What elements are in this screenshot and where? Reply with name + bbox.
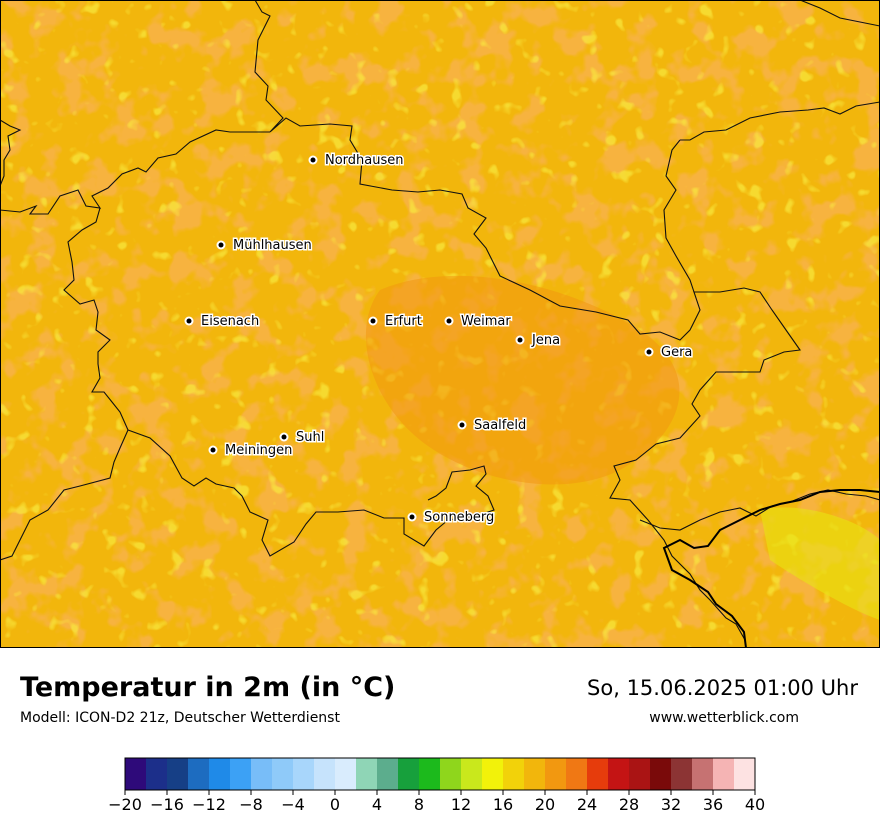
legend-tick-label: 40 <box>745 795 765 814</box>
svg-text:Weimar: Weimar <box>461 314 511 329</box>
svg-text:Meiningen: Meiningen <box>225 443 292 458</box>
city-meiningen[interactable]: Meiningen Meiningen <box>208 442 294 460</box>
legend-swatch <box>650 758 672 790</box>
legend-swatch <box>146 758 168 790</box>
legend-tick-label: 32 <box>661 795 681 814</box>
legend-swatch <box>524 758 546 790</box>
svg-text:Mühlhausen: Mühlhausen <box>233 238 312 253</box>
legend-swatch <box>587 758 609 790</box>
city-label-saalfeld: Saalfeld <box>474 418 526 433</box>
city-eisenach[interactable]: Eisenach Eisenach <box>184 313 261 331</box>
legend-swatch <box>482 758 504 790</box>
legend-tick-label: −4 <box>281 795 305 814</box>
legend-swatch <box>356 758 378 790</box>
city-suhl[interactable]: Suhl Suhl <box>279 429 326 447</box>
legend-swatch <box>335 758 357 790</box>
legend-tick-label: −20 <box>108 795 142 814</box>
city-sonneberg[interactable]: Sonneberg Sonneberg <box>407 509 496 527</box>
legend-swatch <box>608 758 630 790</box>
legend-tick-label: −16 <box>150 795 184 814</box>
national-border <box>662 489 880 649</box>
legend-tick-label: 8 <box>414 795 424 814</box>
legend-tick-label: 36 <box>703 795 723 814</box>
city-label-sonneberg: Sonneberg <box>424 510 494 525</box>
footer: Temperatur in 2m (in °C) Modell: ICON-D2… <box>0 648 880 830</box>
svg-text:Eisenach: Eisenach <box>201 314 259 329</box>
city-label-jena: Jena <box>531 333 560 348</box>
legend-swatch <box>272 758 294 790</box>
legend-tick-label: −12 <box>192 795 226 814</box>
legend-tick-label: 4 <box>372 795 382 814</box>
svg-text:Sonneberg: Sonneberg <box>424 510 494 525</box>
map-title: Temperatur in 2m (in °C) <box>20 672 396 703</box>
legend-swatch <box>629 758 651 790</box>
legend-tick-label: 24 <box>577 795 597 814</box>
legend-tick-label: 28 <box>619 795 639 814</box>
model-info: Modell: ICON-D2 21z, Deutscher Wetterdie… <box>20 710 340 726</box>
legend-frame <box>124 757 756 791</box>
legend-tick-label: −8 <box>239 795 263 814</box>
city-nordhausen[interactable]: Nordhausen Nordhausen <box>308 152 405 170</box>
website-link[interactable]: www.wetterblick.com <box>649 710 799 726</box>
legend-swatch <box>734 758 756 790</box>
legend-swatch <box>230 758 252 790</box>
legend-swatch <box>188 758 210 790</box>
legend-swatch <box>209 758 231 790</box>
legend-swatch <box>125 758 147 790</box>
city-weimar[interactable]: Weimar Weimar <box>444 313 513 331</box>
state-borders <box>0 0 880 641</box>
legend-tick-label: 20 <box>535 795 555 814</box>
svg-text:Nordhausen: Nordhausen <box>325 153 404 168</box>
cool-patch-area <box>760 507 880 620</box>
svg-text:Saalfeld: Saalfeld <box>474 418 526 433</box>
city-erfurt[interactable]: Erfurt Erfurt <box>368 313 423 331</box>
city-label-erfurt: Erfurt <box>385 314 422 329</box>
legend-swatch <box>545 758 567 790</box>
legend-tick-label: 12 <box>451 795 471 814</box>
legend-swatch <box>692 758 714 790</box>
legend-tick-label: 16 <box>493 795 513 814</box>
svg-text:Erfurt: Erfurt <box>385 314 422 329</box>
legend-swatch <box>671 758 693 790</box>
legend-swatch <box>440 758 462 790</box>
temperature-map: Nordhausen Nordhausen Mühlhausen Mühlhau… <box>0 0 880 649</box>
legend-swatch <box>377 758 399 790</box>
legend-swatch <box>398 758 420 790</box>
legend-swatch <box>503 758 525 790</box>
valid-datetime: So, 15.06.2025 01:00 Uhr <box>587 676 858 700</box>
legend-swatch <box>251 758 273 790</box>
city-saalfeld[interactable]: Saalfeld Saalfeld <box>457 417 528 435</box>
legend-swatch <box>713 758 735 790</box>
city-jena[interactable]: Jena Jena <box>515 332 562 350</box>
legend-tick-label: 0 <box>330 795 340 814</box>
city-label-suhl: Suhl <box>296 430 324 445</box>
legend-swatch <box>461 758 483 790</box>
svg-text:Gera: Gera <box>661 345 692 360</box>
city-label-weimar: Weimar <box>461 314 511 329</box>
warm-core-area <box>365 275 680 485</box>
city-muehlhausen[interactable]: Mühlhausen Mühlhausen <box>216 237 313 255</box>
legend-swatch <box>314 758 336 790</box>
city-label-eisenach: Eisenach <box>201 314 259 329</box>
legend-swatch <box>167 758 189 790</box>
svg-text:Suhl: Suhl <box>296 430 324 445</box>
city-label-nordhausen: Nordhausen <box>325 153 404 168</box>
city-gera[interactable]: Gera Gera <box>644 344 694 362</box>
color-legend: −20 −16 −12 −8 −4 0 4 8 12 16 20 24 28 32 36 40 <box>108 757 765 814</box>
map-svg: Nordhausen Nordhausen Mühlhausen Mühlhau… <box>0 0 880 649</box>
city-label-gera: Gera <box>661 345 692 360</box>
city-label-muehlhausen: Mühlhausen <box>233 238 312 253</box>
legend-swatch <box>293 758 315 790</box>
svg-text:Jena: Jena <box>531 333 560 348</box>
legend-swatch <box>566 758 588 790</box>
legend-swatch <box>419 758 441 790</box>
city-label-meiningen: Meiningen <box>225 443 292 458</box>
